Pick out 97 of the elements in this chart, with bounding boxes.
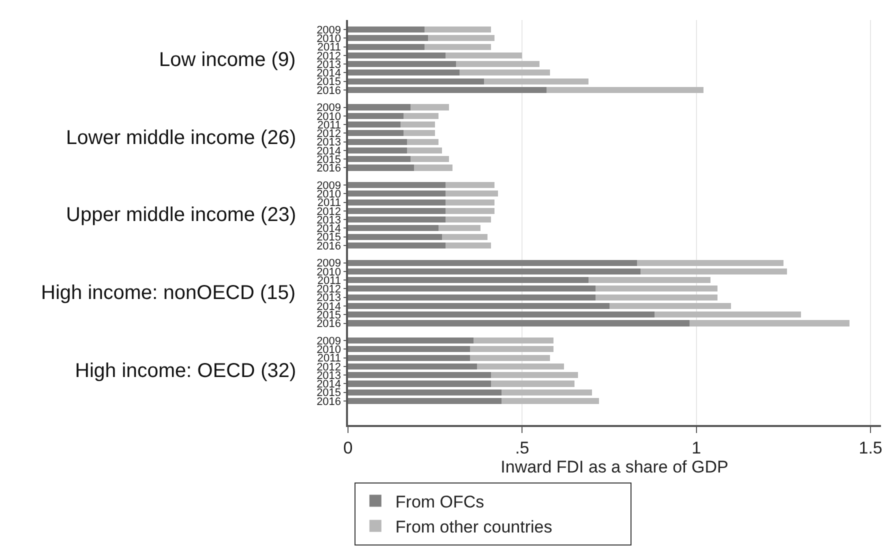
bar [348, 130, 404, 136]
bar [348, 112, 404, 119]
bar [446, 182, 494, 188]
bar [348, 268, 641, 274]
bar [410, 104, 450, 110]
bar [501, 389, 592, 396]
bar [609, 302, 732, 309]
bar [410, 156, 450, 162]
bar [404, 112, 439, 119]
bar [637, 260, 784, 266]
legend-label: From OFCs [395, 492, 484, 512]
y-tick-label: 2016 [316, 240, 342, 252]
bar [588, 277, 710, 284]
bar [348, 216, 446, 223]
legend-label: From other countries [395, 518, 552, 537]
bar [348, 260, 638, 266]
bar [476, 363, 564, 370]
bar [348, 225, 439, 232]
y-tick-label: 2016 [316, 84, 342, 97]
bar [414, 164, 453, 171]
bar [348, 35, 428, 42]
bar [348, 294, 596, 300]
bar [459, 70, 550, 76]
y-tick-label: 2016 [316, 162, 342, 175]
bar [348, 61, 456, 68]
bar [348, 78, 484, 84]
bar [348, 354, 470, 361]
bar [446, 52, 522, 58]
bar [442, 234, 488, 240]
bar [348, 164, 414, 171]
bar [348, 86, 547, 94]
bar [595, 286, 718, 292]
bar [348, 398, 502, 404]
bar [348, 104, 411, 110]
bar [484, 78, 588, 84]
bar [348, 242, 446, 249]
bar [470, 354, 550, 361]
x-tick-label: 1 [692, 438, 702, 458]
bar [348, 156, 411, 162]
bar [348, 372, 491, 378]
bar [348, 363, 477, 370]
bar [348, 182, 446, 188]
bar [490, 380, 574, 387]
text: High income: OECD (32) [75, 360, 296, 382]
bar [446, 216, 491, 223]
bar [348, 312, 655, 318]
bar [689, 320, 850, 326]
bar [407, 138, 439, 145]
text: High income: nonOECD (15) [41, 282, 296, 304]
bar [456, 61, 540, 68]
bar [428, 35, 494, 42]
bar [348, 346, 470, 352]
bar [348, 208, 446, 214]
bar [595, 294, 718, 300]
bar [407, 147, 442, 154]
bar [348, 277, 588, 284]
bar [446, 208, 494, 214]
x-tick-label: .5 [515, 438, 530, 458]
bar [348, 190, 446, 197]
bar [348, 389, 502, 396]
bar [348, 70, 460, 76]
bar [348, 199, 446, 206]
bar [446, 242, 491, 249]
bar [348, 302, 610, 309]
bar [348, 234, 442, 240]
bar [473, 338, 554, 344]
bar [400, 122, 436, 128]
bar [348, 338, 474, 344]
bar [348, 44, 425, 50]
bar [348, 52, 446, 58]
bar [348, 122, 400, 128]
bar [348, 320, 690, 326]
y-tick-label: 2016 [316, 396, 342, 408]
bar [438, 225, 480, 232]
x-tick-label: 1.5 [858, 438, 882, 458]
text: Low income (9) [159, 49, 296, 71]
bar [470, 346, 554, 352]
bar [348, 147, 408, 154]
bar [348, 380, 491, 387]
bar [446, 199, 494, 206]
bar [348, 286, 596, 292]
text: Lower middle income (26) [66, 127, 296, 149]
bar [654, 312, 801, 318]
x-tick-label: 0 [343, 438, 353, 458]
x-axis-title: Inward FDI as a share of GDP [500, 457, 728, 476]
bar [501, 398, 599, 404]
bar [424, 26, 491, 33]
bar [404, 130, 436, 136]
bar [446, 190, 498, 197]
text: Upper middle income (23) [66, 204, 296, 226]
bar [640, 268, 787, 274]
bar [348, 26, 425, 33]
bar [424, 44, 491, 50]
bar [348, 138, 408, 145]
bar [490, 372, 578, 378]
bar [546, 86, 704, 94]
y-tick-label: 2016 [316, 318, 342, 330]
